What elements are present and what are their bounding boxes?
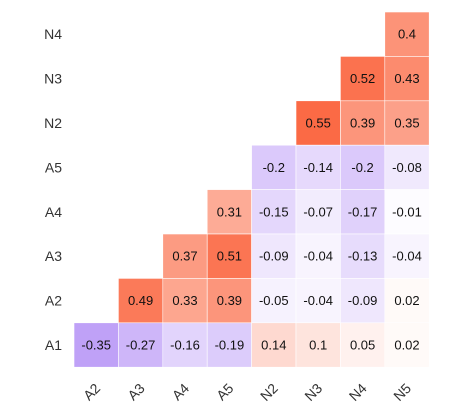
cell-value-A1-N5: 0.02 (394, 338, 419, 353)
heatmap-cell-N3-N4 (340, 56, 386, 102)
cell-value-A5-N3: -0.14 (303, 160, 333, 175)
cell-value-A4-N5: -0.01 (392, 204, 422, 219)
heatmap-cell-A3-N3 (295, 233, 341, 279)
heatmap-cell-A1-A2 (73, 322, 119, 368)
heatmap-cell-A5-N3 (295, 144, 341, 190)
heatmap-cell-A1-N3 (295, 322, 341, 368)
row-labels: N4 N3 N2 A5 A4 A3 A2 A1 (44, 26, 62, 353)
cell-value-A2-N3: -0.04 (303, 293, 333, 308)
cell-value-A1-A4: -0.16 (170, 338, 200, 353)
row-label-A5: A5 (45, 159, 62, 175)
cell-value-N4-N5: 0.4 (398, 27, 416, 42)
column-label-A5: A5 (213, 380, 237, 404)
heatmap-cell-A2-A4 (162, 278, 208, 324)
heatmap-cell-A2-A3 (118, 278, 164, 324)
row-label-A3: A3 (45, 248, 62, 264)
cell-value-N2-N3: 0.55 (306, 116, 331, 131)
heatmap-cell-N4-N5 (384, 11, 430, 57)
cell-value-A3-N4: -0.13 (348, 249, 378, 264)
row-label-N2: N2 (44, 115, 62, 131)
cell-value-A3-A5: 0.51 (217, 249, 242, 264)
cell-value-A1-N2: 0.14 (261, 338, 286, 353)
heatmap-cell-A5-N5 (384, 144, 430, 190)
cell-value-A3-N5: -0.04 (392, 249, 422, 264)
cell-value-A4-N2: -0.15 (259, 204, 289, 219)
heatmap-cell-N2-N3 (295, 100, 341, 146)
heatmap-cell-A2-N4 (340, 278, 386, 324)
cell-value-A2-N5: 0.02 (394, 293, 419, 308)
heatmap-cell-A3-N4 (340, 233, 386, 279)
cell-value-A2-A5: 0.39 (217, 293, 242, 308)
heatmap-cell-A4-N2 (251, 189, 297, 235)
column-label-N5: N5 (390, 380, 414, 404)
heatmap-cell-N3-N5 (384, 56, 430, 102)
heatmap-cell-A4-N3 (295, 189, 341, 235)
column-label-N3: N3 (301, 380, 325, 404)
heatmap-cells: 0.4 0.52 0.43 0.55 0.39 0.35 -0.2 -0.14 -0.2 -0.0… (73, 11, 430, 368)
cell-value-N2-N4: 0.39 (350, 116, 375, 131)
column-label-A4: A4 (169, 380, 193, 404)
heatmap-cell-A1-N5 (384, 322, 430, 368)
cell-value-A1-A5: -0.19 (215, 338, 245, 353)
cell-value-N2-N5: 0.35 (394, 116, 419, 131)
row-label-N3: N3 (44, 71, 62, 87)
cell-value-A5-N5: -0.08 (392, 160, 422, 175)
row-label-N4: N4 (44, 26, 62, 42)
cell-value-A4-N4: -0.17 (348, 204, 378, 219)
column-label-N2: N2 (257, 380, 281, 404)
cell-value-A4-N3: -0.07 (303, 204, 333, 219)
column-label-A3: A3 (124, 380, 148, 404)
heatmap-cell-A4-N4 (340, 189, 386, 235)
cell-value-A3-A4: 0.37 (172, 249, 197, 264)
cell-value-A1-A2: -0.35 (81, 338, 111, 353)
row-label-A1: A1 (45, 337, 62, 353)
row-label-A4: A4 (45, 204, 62, 220)
column-label-N4: N4 (346, 380, 370, 404)
cell-value-A2-N4: -0.09 (348, 293, 378, 308)
column-labels: A2 A3 A4 A5 N2 N3 N4 N5 (80, 380, 414, 404)
heatmap-cell-A3-N5 (384, 233, 430, 279)
cell-value-A1-N3: 0.1 (309, 338, 327, 353)
heatmap-cell-N2-N5 (384, 100, 430, 146)
cell-value-A3-N3: -0.04 (303, 249, 333, 264)
cell-value-A2-A3: 0.49 (128, 293, 153, 308)
cell-value-A2-A4: 0.33 (172, 293, 197, 308)
heatmap-cell-A2-N2 (251, 278, 297, 324)
cell-value-A1-N4: 0.05 (350, 338, 375, 353)
heatmap-cell-A3-A4 (162, 233, 208, 279)
cell-value-A4-A5: 0.31 (217, 204, 242, 219)
row-label-A2: A2 (45, 293, 62, 309)
heatmap-cell-N2-N4 (340, 100, 386, 146)
heatmap-cell-A1-N4 (340, 322, 386, 368)
cell-value-A1-A3: -0.27 (126, 338, 156, 353)
heatmap-cell-A3-N2 (251, 233, 297, 279)
cell-value-N3-N4: 0.52 (350, 71, 375, 86)
cell-value-A3-N2: -0.09 (259, 249, 289, 264)
heatmap-cell-A4-N5 (384, 189, 430, 235)
column-label-A2: A2 (80, 380, 104, 404)
cell-value-A5-N2: -0.2 (263, 160, 285, 175)
heatmap-cell-A1-A4 (162, 322, 208, 368)
cell-value-A5-N4: -0.2 (351, 160, 373, 175)
heatmap-cell-A3-A5 (206, 233, 252, 279)
heatmap-cell-A2-N5 (384, 278, 430, 324)
cell-value-N3-N5: 0.43 (394, 71, 419, 86)
cell-value-A2-N2: -0.05 (259, 293, 289, 308)
